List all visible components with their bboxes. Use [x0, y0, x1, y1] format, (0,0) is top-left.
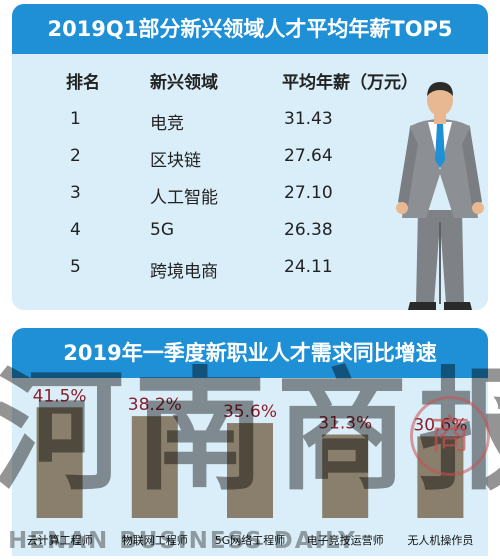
row-salary: 27.64 [284, 146, 333, 166]
bar [36, 407, 83, 518]
row-field: 5G [150, 220, 174, 240]
row-rank: 4 [70, 220, 81, 240]
row-rank: 1 [70, 109, 81, 129]
row-field: 区块链 [150, 151, 201, 171]
salary-table-title: 2019Q1部分新兴领域人才平均年薪TOP5 [12, 4, 488, 54]
bar [322, 434, 369, 518]
bar [227, 423, 273, 518]
row-field: 电竞 [150, 114, 184, 134]
category-label: 物联网工程师 [122, 533, 188, 547]
row-salary: 26.38 [284, 220, 333, 240]
category-label: 电子竞技运营师 [307, 533, 384, 547]
bar-value-label: 38.2% [128, 395, 182, 415]
row-rank: 3 [70, 183, 81, 203]
bar-value-label: 35.6% [223, 402, 277, 422]
category-label: 云计算工程师 [27, 533, 93, 547]
row-salary: 24.11 [284, 257, 333, 277]
bar [131, 416, 178, 518]
category-label: 5G网络工程师 [215, 533, 286, 547]
row-rank: 2 [70, 146, 81, 166]
bar-value-label: 41.5% [33, 386, 87, 406]
row-salary: 27.10 [284, 183, 333, 203]
header-field: 新兴领域 [150, 73, 218, 93]
watermark-seal: 商 [410, 396, 490, 476]
businessman-illustration [396, 82, 484, 310]
growth-bar-chart: 41.5% 云计算工程师 38.2% 物联网工程师 35.6% 5G网络工程师 31.3% 电… [27, 386, 474, 547]
row-field: 人工智能 [150, 188, 218, 208]
bar-value-label: 31.3% [318, 414, 372, 434]
row-field: 跨境电商 [150, 262, 218, 282]
header-rank: 排名 [66, 73, 100, 93]
growth-chart-title: 2019年一季度新职业人才需求同比增速 [12, 328, 488, 378]
header-salary: 平均年薪（万元） [282, 73, 418, 93]
category-label: 无人机操作员 [407, 533, 473, 547]
row-rank: 5 [70, 257, 81, 277]
row-salary: 31.43 [284, 109, 333, 129]
